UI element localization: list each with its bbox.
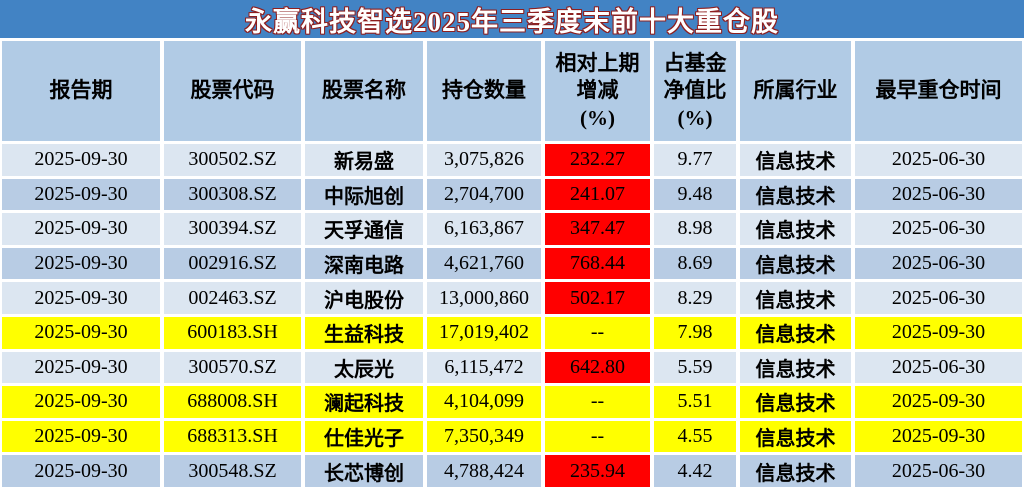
cell-report-date: 2025-09-30	[2, 178, 160, 211]
cell-stock-name: 沪电股份	[305, 282, 423, 314]
cell-shares: 6,163,867	[427, 213, 541, 245]
cell-shares: 4,788,424	[427, 455, 541, 487]
column-header-stock-code: 股票代码	[164, 41, 301, 141]
cell-stock-name: 中际旭创	[305, 178, 423, 211]
cell-stock-code: 002916.SZ	[164, 247, 301, 280]
cell-nav-pct: 5.51	[654, 386, 736, 418]
cell-report-date: 2025-09-30	[2, 386, 160, 418]
cell-stock-code: 688008.SH	[164, 386, 301, 418]
cell-industry: 信息技术	[740, 247, 851, 280]
cell-stock-name: 仕佳光子	[305, 420, 423, 453]
cell-stock-code: 300548.SZ	[164, 455, 301, 487]
cell-stock-name: 深南电路	[305, 247, 423, 280]
cell-stock-name: 长芯博创	[305, 455, 423, 487]
cell-shares: 7,350,349	[427, 420, 541, 453]
cell-stock-name: 澜起科技	[305, 386, 423, 418]
cell-report-date: 2025-09-30	[2, 351, 160, 384]
cell-stock-name: 太辰光	[305, 351, 423, 384]
cell-stock-name: 新易盛	[305, 144, 423, 176]
column-header-shares: 持仓数量	[427, 41, 541, 141]
page-title: 永赢科技智选2025年三季度末前十大重仓股	[245, 6, 779, 37]
column-header-stock-name: 股票名称	[305, 41, 423, 141]
column-header-first-heavy-date: 最早重仓时间	[855, 41, 1022, 141]
cell-change-pct: 502.17	[545, 282, 650, 314]
column-header-report-date: 报告期	[2, 41, 160, 141]
cell-industry: 信息技术	[740, 386, 851, 418]
cell-shares: 3,075,826	[427, 144, 541, 176]
cell-report-date: 2025-09-30	[2, 420, 160, 453]
cell-first-heavy-date: 2025-06-30	[855, 144, 1022, 176]
cell-stock-code: 300308.SZ	[164, 178, 301, 211]
cell-first-heavy-date: 2025-06-30	[855, 247, 1022, 280]
title-bar: 永赢科技智选2025年三季度末前十大重仓股	[0, 0, 1024, 38]
cell-change-pct: 241.07	[545, 178, 650, 211]
cell-report-date: 2025-09-30	[2, 455, 160, 487]
cell-stock-code: 600183.SH	[164, 316, 301, 349]
cell-nav-pct: 4.42	[654, 455, 736, 487]
cell-nav-pct: 8.69	[654, 247, 736, 280]
cell-nav-pct: 8.98	[654, 213, 736, 245]
cell-change-pct: --	[545, 386, 650, 418]
cell-shares: 6,115,472	[427, 351, 541, 384]
cell-stock-name: 天孚通信	[305, 213, 423, 245]
cell-report-date: 2025-09-30	[2, 213, 160, 245]
cell-industry: 信息技术	[740, 420, 851, 453]
cell-first-heavy-date: 2025-06-30	[855, 455, 1022, 487]
cell-change-pct: 642.80	[545, 351, 650, 384]
cell-first-heavy-date: 2025-06-30	[855, 213, 1022, 245]
cell-change-pct: 768.44	[545, 247, 650, 280]
cell-stock-code: 300502.SZ	[164, 144, 301, 176]
cell-industry: 信息技术	[740, 144, 851, 176]
cell-industry: 信息技术	[740, 351, 851, 384]
cell-industry: 信息技术	[740, 282, 851, 314]
cell-industry: 信息技术	[740, 213, 851, 245]
cell-report-date: 2025-09-30	[2, 316, 160, 349]
cell-change-pct: 232.27	[545, 144, 650, 176]
cell-stock-code: 688313.SH	[164, 420, 301, 453]
cell-first-heavy-date: 2025-09-30	[855, 386, 1022, 418]
cell-report-date: 2025-09-30	[2, 144, 160, 176]
cell-nav-pct: 8.29	[654, 282, 736, 314]
cell-stock-code: 300394.SZ	[164, 213, 301, 245]
cell-first-heavy-date: 2025-06-30	[855, 178, 1022, 211]
cell-change-pct: 235.94	[545, 455, 650, 487]
cell-stock-name: 生益科技	[305, 316, 423, 349]
cell-first-heavy-date: 2025-06-30	[855, 282, 1022, 314]
cell-nav-pct: 5.59	[654, 351, 736, 384]
cell-first-heavy-date: 2025-06-30	[855, 351, 1022, 384]
cell-report-date: 2025-09-30	[2, 247, 160, 280]
cell-industry: 信息技术	[740, 316, 851, 349]
cell-change-pct: --	[545, 316, 650, 349]
column-header-nav-pct: 占基金 净值比 (%)	[654, 41, 736, 141]
cell-shares: 4,621,760	[427, 247, 541, 280]
cell-stock-code: 300570.SZ	[164, 351, 301, 384]
column-header-change-pct: 相对上期 增减 (%)	[545, 41, 650, 141]
cell-nav-pct: 9.77	[654, 144, 736, 176]
holdings-table: 报告期 股票代码 股票名称 持仓数量 相对上期 增减 (%) 占基金 净值比 (…	[0, 38, 1024, 489]
cell-change-pct: 347.47	[545, 213, 650, 245]
cell-first-heavy-date: 2025-09-30	[855, 420, 1022, 453]
cell-change-pct: --	[545, 420, 650, 453]
cell-nav-pct: 7.98	[654, 316, 736, 349]
cell-first-heavy-date: 2025-09-30	[855, 316, 1022, 349]
cell-stock-code: 002463.SZ	[164, 282, 301, 314]
column-header-industry: 所属行业	[740, 41, 851, 141]
cell-shares: 2,704,700	[427, 178, 541, 211]
cell-shares: 17,019,402	[427, 316, 541, 349]
cell-industry: 信息技术	[740, 455, 851, 487]
cell-shares: 4,104,099	[427, 386, 541, 418]
cell-nav-pct: 9.48	[654, 178, 736, 211]
cell-shares: 13,000,860	[427, 282, 541, 314]
cell-nav-pct: 4.55	[654, 420, 736, 453]
cell-industry: 信息技术	[740, 178, 851, 211]
cell-report-date: 2025-09-30	[2, 282, 160, 314]
